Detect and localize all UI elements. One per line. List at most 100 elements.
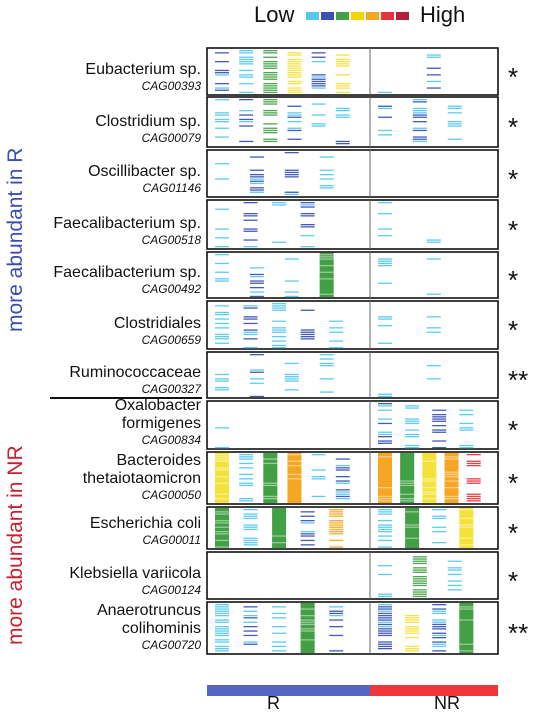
significance-marker: **	[508, 365, 529, 395]
heatmap-column-r	[239, 454, 254, 502]
heatmap-column-r	[329, 606, 344, 652]
heatmap-column-r	[300, 309, 315, 340]
taxon-name: colihominis	[121, 620, 201, 637]
heatmap-column-r	[300, 202, 315, 248]
group-label-nr: NR	[434, 693, 460, 713]
heatmap-column-nr	[378, 565, 392, 598]
heatmap-column-r	[215, 453, 229, 503]
heatmap-column-nr	[378, 258, 392, 284]
heatmap-column-r	[243, 202, 258, 248]
heatmap-column-r	[311, 103, 326, 127]
heatmap-column-r	[249, 267, 264, 298]
heatmap-row-box	[206, 351, 499, 399]
cag-id: CAG00834	[141, 433, 201, 447]
legend-swatch	[306, 12, 319, 20]
heatmap-column-r	[319, 354, 334, 393]
heatmap-column-r	[272, 508, 287, 548]
heatmap-column-nr	[378, 105, 392, 136]
heatmap-column-r	[319, 156, 334, 189]
taxon-name: Bacteroides	[116, 452, 202, 469]
heatmap-column-nr	[426, 316, 441, 333]
heatmap-column-nr	[378, 604, 392, 650]
legend-swatch	[366, 12, 379, 20]
heatmap-column-nr	[447, 560, 462, 591]
heatmap-column-r	[249, 354, 264, 398]
heatmap-row-box	[206, 149, 499, 198]
significance-marker: *	[508, 61, 519, 92]
taxon-name: Faecalibacterium sp.	[53, 215, 201, 232]
heatmap-row-box	[206, 400, 499, 450]
heatmap-column-r	[215, 604, 229, 652]
cag-id: CAG00050	[141, 488, 201, 502]
legend-swatch	[351, 12, 364, 20]
heatmap-column-nr	[378, 202, 392, 237]
heatmap-column-nr	[459, 409, 474, 449]
significance-marker: *	[508, 565, 519, 596]
heatmap-column-nr	[459, 603, 474, 653]
cag-id: CAG00393	[141, 79, 201, 93]
taxon-name: Clostridium sp.	[95, 113, 201, 130]
legend-low-label: Low	[254, 2, 295, 27]
taxon-name: Faecalibacterium sp.	[53, 264, 201, 281]
heatmap-column-r	[284, 258, 299, 298]
significance-marker: *	[508, 112, 519, 142]
taxon-name: thetaiotaomicron	[82, 470, 201, 487]
cag-id: CAG00011	[142, 533, 201, 547]
heatmap-column-nr	[432, 409, 447, 449]
significance-marker: *	[508, 468, 519, 498]
significance-marker: *	[508, 415, 519, 445]
heatmap-column-r	[243, 509, 258, 546]
heatmap-row-box	[206, 601, 499, 655]
heatmap-column-r	[239, 99, 254, 143]
heatmap-column-r	[215, 508, 229, 548]
heatmap-column-nr	[378, 509, 392, 548]
heatmap-column-r	[272, 202, 287, 243]
legend-swatch	[321, 12, 334, 20]
heatmap-column-nr	[412, 99, 427, 143]
heatmap-column-r	[215, 52, 229, 91]
legend-swatch	[336, 12, 349, 20]
heatmap-column-r	[215, 99, 229, 138]
heatmap-column-r	[284, 152, 299, 196]
cag-id: CAG00659	[141, 333, 201, 347]
legend-high-label: High	[420, 2, 466, 27]
heatmap-column-r	[335, 458, 350, 500]
heatmap-column-nr	[378, 91, 392, 94]
significance-marker: *	[508, 315, 519, 345]
heatmap-column-r	[263, 50, 278, 94]
taxon-name: Eubacterium sp.	[85, 61, 201, 78]
heatmap-column-r	[272, 606, 287, 652]
heatmap-column-r	[249, 156, 264, 193]
heatmap-column-r	[215, 163, 229, 180]
heatmap-column-r	[239, 50, 254, 94]
cag-id: CAG01146	[142, 181, 201, 195]
heatmap-column-r	[329, 509, 344, 548]
heatmap-row-box	[206, 47, 499, 96]
heatmap-column-r	[263, 453, 278, 503]
heatmap-column-nr	[405, 508, 420, 548]
heatmap-column-r	[319, 253, 334, 298]
heatmap-column-r	[311, 454, 326, 498]
legend-swatch	[381, 12, 394, 20]
heatmap-column-r	[215, 427, 229, 449]
heatmap-column-r	[215, 208, 229, 248]
heatmap-column-nr	[426, 54, 441, 89]
heatmap-column-r	[287, 453, 302, 503]
heatmap-column-r	[335, 107, 350, 145]
heatmap-column-nr	[405, 405, 420, 449]
group-label-r: R	[267, 693, 280, 713]
taxon-name: formigenes	[121, 415, 201, 432]
heatmap-column-nr	[422, 453, 437, 503]
heatmap-column-r	[311, 52, 326, 89]
taxon-name: Anaerotruncus	[96, 602, 201, 619]
heatmap-column-nr	[459, 508, 474, 548]
heatmap-column-nr	[378, 403, 392, 444]
heatmap-column-nr	[426, 239, 441, 243]
cag-id: CAG00720	[141, 638, 201, 652]
taxon-name: Klebsiella variicola	[69, 565, 201, 582]
heatmap-column-nr	[466, 454, 481, 502]
heatmap-column-r	[215, 373, 229, 391]
heatmap-column-nr	[432, 604, 447, 652]
